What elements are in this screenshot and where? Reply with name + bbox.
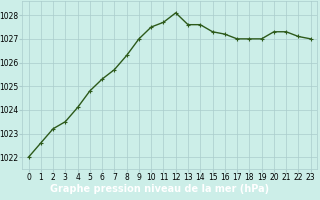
Text: Graphe pression niveau de la mer (hPa): Graphe pression niveau de la mer (hPa): [51, 184, 269, 194]
